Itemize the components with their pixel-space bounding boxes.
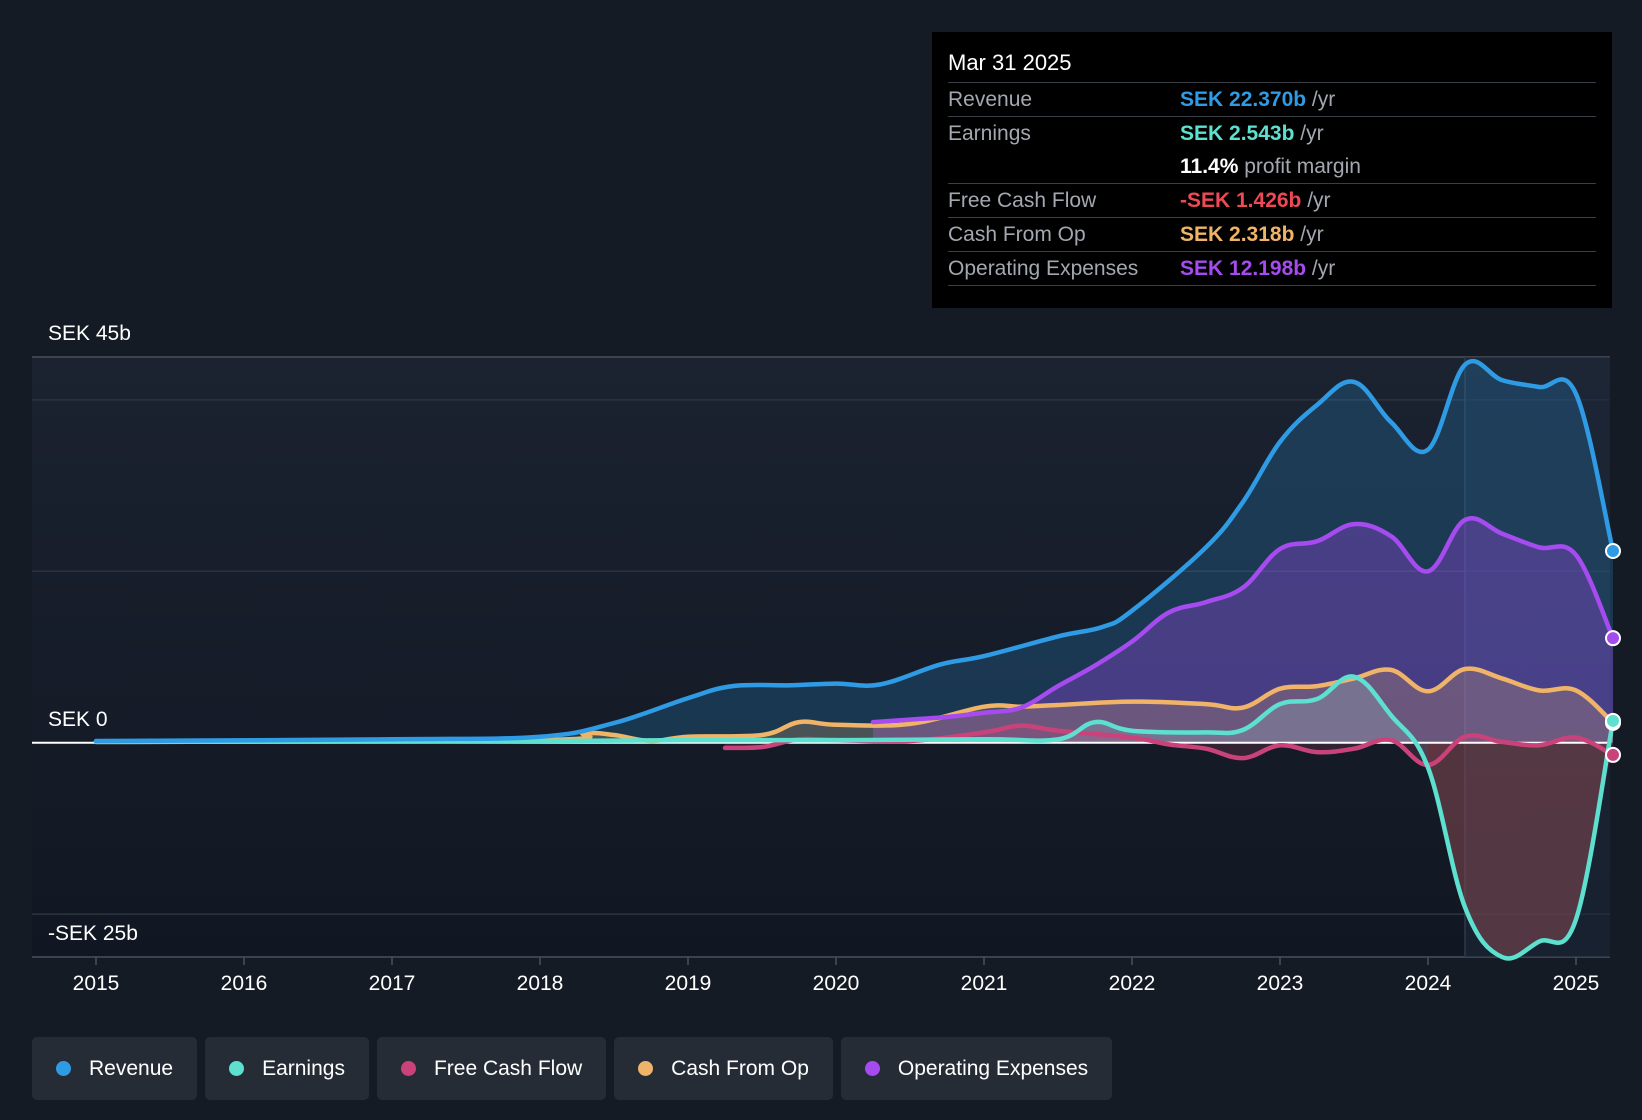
legend-item-earnings[interactable]: Earnings: [205, 1037, 369, 1100]
tooltip-rows: Revenue SEK 22.370b /yr Earnings SEK 2.543b…: [948, 82, 1596, 286]
tooltip-row: Revenue SEK 22.370b /yr: [948, 82, 1596, 116]
tooltip-row-value: SEK 12.198b /yr: [1180, 257, 1336, 280]
tooltip-row-value: SEK 22.370b /yr: [1180, 88, 1336, 111]
line-revenue: [93, 359, 1616, 744]
legend-item-free-cash-flow[interactable]: Free Cash Flow: [376, 1037, 607, 1100]
x-tick-label: 2020: [813, 972, 860, 995]
endpoint-earnings: [1605, 712, 1621, 729]
legend-item-cash-from-op[interactable]: Cash From Op: [614, 1037, 833, 1100]
y-axis-top-label: SEK 45b: [48, 322, 131, 345]
hover-tooltip: Mar 31 2025 Revenue SEK 22.370b /yr Earnin…: [932, 32, 1612, 308]
x-tick-label: 2015: [73, 972, 120, 995]
legend: Revenue Earnings Free Cash Flow Cash From O…: [32, 1037, 1113, 1100]
tooltip-row-label: Free Cash Flow: [948, 189, 1097, 212]
legend-label: Earnings: [262, 1056, 345, 1080]
tooltip-row-value: SEK 2.318b /yr: [1180, 223, 1324, 246]
legend-dot-icon: [864, 1061, 880, 1076]
y-axis-zero-label: SEK 0: [48, 708, 108, 731]
legend-dot-icon: [638, 1061, 654, 1076]
x-tick-label: 2018: [517, 972, 564, 995]
x-tick-label: 2021: [961, 972, 1008, 995]
tooltip-row: Cash From Op SEK 2.318b /yr: [948, 217, 1596, 251]
x-tick-label: 2022: [1109, 972, 1156, 995]
x-tick-label: 2017: [369, 972, 416, 995]
tooltip-row-label: Cash From Op: [948, 223, 1086, 246]
line-earnings: [93, 674, 1616, 961]
tooltip-row: 11.4% profit margin: [948, 150, 1596, 183]
x-tick-label: 2019: [665, 972, 712, 995]
tooltip-row-value: -SEK 1.426b /yr: [1180, 189, 1331, 212]
grid-lines: [32, 356, 1610, 958]
legend-label: Operating Expenses: [897, 1056, 1089, 1080]
tooltip-row-label: Earnings: [948, 122, 1031, 145]
tooltip-row-label: Operating Expenses: [948, 257, 1139, 280]
x-tick-label: 2024: [1405, 972, 1452, 995]
plot-background: [32, 357, 1610, 957]
legend-label: Cash From Op: [671, 1056, 809, 1080]
y-axis-bottom-label: -SEK 25b: [48, 922, 138, 945]
x-tick-label: 2025: [1553, 972, 1600, 995]
area-earnings-loss: [1428, 742, 1613, 959]
legend-item-revenue[interactable]: Revenue: [32, 1037, 198, 1100]
line-cash-from-op: [93, 666, 1616, 745]
series-lines: [32, 359, 1616, 961]
tooltip-row: Earnings SEK 2.543b /yr: [948, 116, 1596, 150]
endpoint-revenue: [1605, 542, 1621, 559]
x-tick-label: 2016: [221, 972, 268, 995]
legend-dot-icon: [229, 1061, 245, 1076]
legend-label: Free Cash Flow: [433, 1056, 583, 1080]
tooltip-row-value: SEK 2.543b /yr: [1180, 122, 1324, 145]
area-cash-from-op: [96, 668, 1613, 743]
legend-dot-icon: [56, 1061, 71, 1076]
tooltip-row: Operating Expenses SEK 12.198b /yr: [948, 251, 1596, 286]
tooltip-row-label: [948, 150, 1180, 183]
series-endpoints: [1605, 542, 1621, 763]
highlight-region: [1464, 357, 1610, 957]
endpoint-operating-expenses: [1605, 630, 1621, 647]
tooltip-row-label: Revenue: [948, 88, 1033, 111]
line-operating-expenses: [870, 516, 1616, 725]
x-tick-label: 2023: [1257, 972, 1304, 995]
endpoint-free-cash-flow: [1605, 746, 1621, 763]
tooltip-date: Mar 31 2025: [948, 50, 1072, 75]
area-free-cash-flow: [725, 725, 1613, 766]
area-revenue: [96, 361, 1613, 743]
tooltip-row-value: 11.4% profit margin: [1180, 155, 1361, 178]
highlight-rect: [1465, 357, 1610, 957]
legend-dot-icon: [400, 1061, 416, 1076]
legend-label: Revenue: [89, 1056, 174, 1080]
tooltip-row: Free Cash Flow -SEK 1.426b /yr: [948, 183, 1596, 217]
legend-item-operating-expenses[interactable]: Operating Expenses: [840, 1037, 1113, 1100]
x-axis-ticks: 2015 2016 2017 2018 2019 2020 2021 2022 2023 2024…: [73, 957, 1600, 995]
